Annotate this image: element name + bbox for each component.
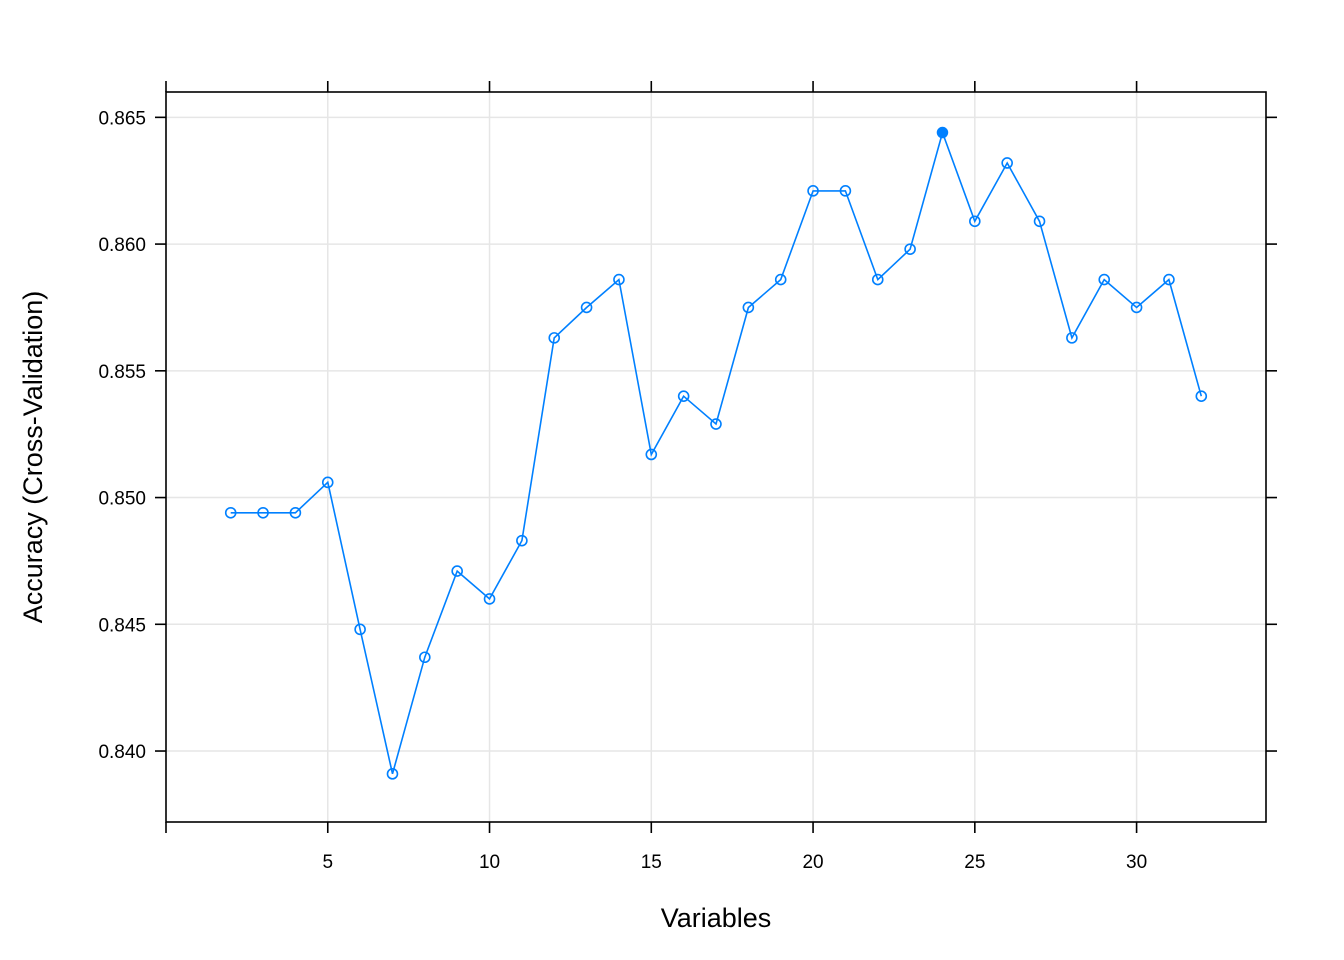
data-point bbox=[1001, 157, 1013, 169]
data-point bbox=[742, 301, 755, 314]
data-point bbox=[1066, 332, 1078, 344]
data-point bbox=[839, 185, 852, 197]
y-tick-label: 0.840 bbox=[98, 742, 146, 763]
y-tick-label: 0.855 bbox=[98, 362, 146, 383]
grid-lines bbox=[166, 92, 1266, 822]
data-point bbox=[1098, 273, 1111, 286]
y-tick-label: 0.865 bbox=[98, 108, 146, 129]
axis-ticks bbox=[155, 81, 1277, 833]
data-point bbox=[710, 418, 722, 430]
x-tick-label: 5 bbox=[322, 852, 333, 873]
data-point bbox=[774, 273, 787, 286]
data-point bbox=[321, 476, 334, 489]
x-tick-label: 20 bbox=[802, 852, 823, 873]
data-point bbox=[1130, 301, 1143, 314]
data-point bbox=[483, 593, 496, 605]
data-point bbox=[289, 506, 302, 519]
data-point bbox=[354, 623, 366, 636]
series-line bbox=[230, 129, 1203, 775]
x-tick-label: 30 bbox=[1126, 852, 1147, 873]
data-point bbox=[904, 243, 916, 255]
y-axis-title: Accuracy (Cross-Validation) bbox=[18, 291, 48, 624]
data-point bbox=[580, 301, 593, 314]
data-point bbox=[969, 215, 981, 228]
best-data-point bbox=[936, 126, 949, 139]
data-point bbox=[548, 332, 561, 344]
data-point bbox=[871, 273, 884, 286]
data-point bbox=[1163, 273, 1175, 286]
data-point bbox=[257, 506, 269, 519]
plot-frame bbox=[165, 91, 1267, 823]
x-tick-label: 25 bbox=[964, 852, 985, 873]
data-point bbox=[1195, 390, 1208, 402]
axis-tick-labels: 5 10 15 20 25 30 0.840 0.845 0.850 0.855 0.860 0.86… bbox=[98, 108, 1147, 873]
x-tick-label: 10 bbox=[479, 852, 500, 873]
y-tick-label: 0.845 bbox=[98, 615, 146, 636]
data-point bbox=[386, 768, 399, 780]
x-axis-title: Variables bbox=[661, 903, 772, 933]
data-point bbox=[677, 390, 690, 402]
data-point bbox=[224, 506, 237, 519]
x-tick-label: 15 bbox=[641, 852, 662, 873]
series-layer bbox=[224, 126, 1208, 780]
data-point bbox=[807, 185, 819, 197]
data-point bbox=[645, 448, 658, 461]
data-point bbox=[613, 273, 625, 286]
y-tick-label: 0.850 bbox=[98, 489, 146, 510]
data-point bbox=[1033, 215, 1046, 228]
data-point bbox=[451, 565, 463, 577]
data-point bbox=[419, 651, 431, 664]
data-point bbox=[516, 534, 528, 547]
y-tick-label: 0.860 bbox=[98, 235, 146, 256]
